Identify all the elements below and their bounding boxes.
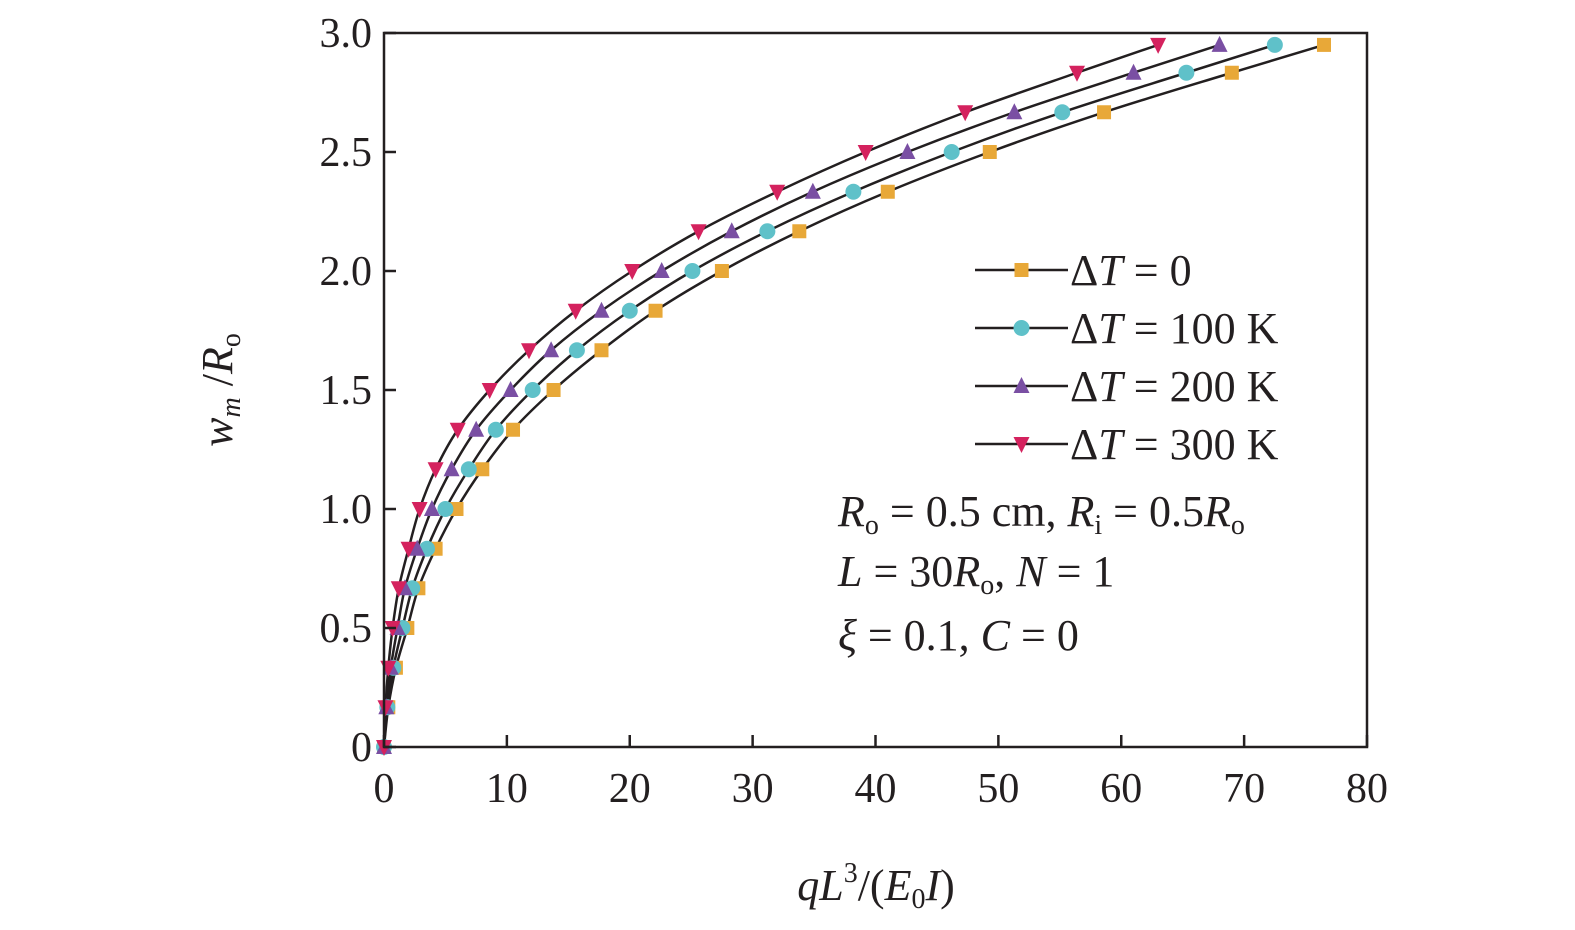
data-point	[468, 420, 485, 437]
data-point	[568, 342, 585, 359]
data-point	[857, 145, 874, 161]
legend-label: ΔT = 300 K	[1070, 420, 1279, 469]
x-tick-label: 80	[1346, 766, 1388, 812]
data-point	[546, 383, 561, 397]
data-point	[804, 182, 821, 199]
x-tick-label: 0	[374, 766, 395, 812]
data-point	[460, 461, 477, 478]
x-tick-label: 20	[609, 766, 651, 812]
x-tick-label: 60	[1100, 766, 1142, 812]
data-point	[390, 581, 407, 598]
data-point	[567, 303, 584, 320]
data-point	[943, 144, 960, 160]
data-point	[684, 263, 701, 279]
legend-marker	[1013, 377, 1030, 393]
legend-marker	[1013, 437, 1030, 453]
data-point	[1006, 103, 1023, 120]
data-point	[880, 184, 895, 199]
data-point	[400, 541, 417, 558]
data-point	[1054, 104, 1071, 121]
data-point	[593, 301, 610, 318]
data-point	[524, 382, 541, 398]
data-point	[423, 500, 440, 516]
data-point	[624, 264, 641, 280]
x-tick-label: 70	[1223, 766, 1265, 812]
data-point	[377, 700, 394, 717]
data-point	[792, 224, 807, 239]
y-axis-title: wm /Ro	[193, 333, 247, 447]
data-point	[427, 462, 444, 479]
legend-marker	[1014, 263, 1029, 277]
legend-label: ΔT = 200 K	[1070, 362, 1279, 411]
data-point	[1150, 37, 1167, 54]
y-tick-label: 1.5	[320, 368, 373, 414]
annotation-length: L = 30Ro, N = 1	[837, 547, 1114, 601]
data-point	[957, 105, 974, 122]
data-point	[543, 341, 560, 358]
data-point	[1097, 105, 1112, 120]
data-point	[487, 421, 504, 438]
data-point	[506, 422, 521, 437]
legend-label: ΔT = 100 K	[1070, 304, 1279, 353]
data-point	[648, 303, 663, 318]
legend-label: ΔT = 0	[1070, 246, 1192, 295]
data-point	[409, 539, 426, 556]
x-tick-label: 10	[486, 766, 528, 812]
x-tick-label: 30	[732, 766, 774, 812]
data-point	[845, 183, 862, 200]
data-point	[449, 502, 464, 516]
data-point	[769, 184, 786, 201]
x-tick-label: 40	[855, 766, 897, 812]
x-tick-label: 50	[977, 766, 1019, 812]
data-point	[1125, 63, 1142, 80]
data-point	[437, 501, 454, 517]
y-tick-label: 1.0	[320, 487, 373, 533]
x-axis-title: qL3/(E0I)	[797, 858, 955, 915]
data-point	[1211, 35, 1228, 52]
data-point	[481, 383, 498, 399]
data-point	[1224, 65, 1239, 80]
y-tick-label: 0	[351, 725, 372, 771]
data-point	[520, 343, 537, 360]
data-point	[723, 222, 740, 239]
data-point	[594, 343, 609, 358]
data-point	[475, 462, 490, 477]
data-point	[653, 262, 670, 278]
y-tick-label: 0.5	[320, 606, 373, 652]
data-point	[1178, 64, 1195, 81]
legend-marker	[1013, 320, 1030, 336]
data-point	[1069, 65, 1086, 82]
data-point	[443, 460, 460, 477]
y-tick-label: 3.0	[320, 11, 373, 57]
data-point	[714, 264, 729, 278]
legend: ΔT = 0 ΔT = 100 K ΔT = 200 K ΔT = 300 K	[975, 246, 1279, 469]
data-point	[621, 302, 638, 319]
data-point	[1266, 36, 1283, 53]
annotation-radii: Ro = 0.5 cm, Ri = 0.5Ro	[837, 487, 1245, 541]
axis-ticks: 0 10 20 30 40 50 60 70 80 0 0.5 1.0 1.5 2.0 2.5 3.0	[320, 11, 1389, 812]
y-tick-label: 2.5	[320, 130, 373, 176]
data-point	[899, 143, 916, 159]
y-tick-label: 2.0	[320, 249, 373, 295]
data-point	[982, 145, 997, 159]
data-point	[449, 422, 466, 439]
data-point	[502, 381, 519, 397]
data-point	[411, 502, 428, 518]
annotation-xi: ξ = 0.1, C = 0	[838, 611, 1079, 660]
data-point	[759, 223, 776, 240]
data-point	[690, 224, 707, 241]
data-point	[1316, 37, 1331, 52]
